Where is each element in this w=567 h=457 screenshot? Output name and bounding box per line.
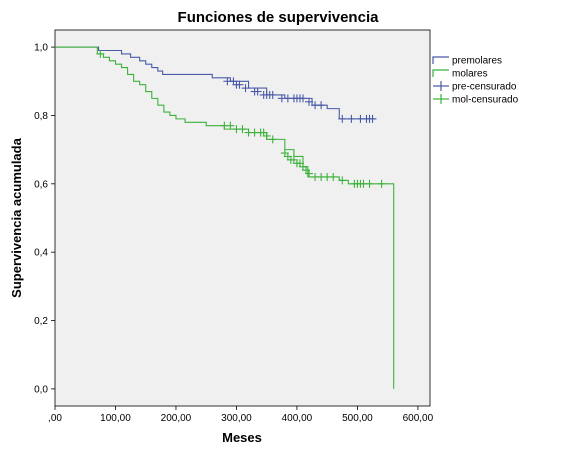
y-tick-label: 0,8 [34,111,48,122]
legend: premolares molares pre-censurado mol-censur… [432,56,519,106]
y-tick-label: 0,0 [34,384,48,395]
legend-swatch [432,69,449,77]
legend-swatch [432,56,449,64]
censor-mark-premolares [235,80,244,89]
y-tick-label: 0,2 [34,316,48,327]
censor-mark-premolares [268,90,277,99]
legend-item-premolares: premolares [432,56,502,67]
censor-mark-premolares [253,87,262,96]
legend-item-pre-censurado: pre-censurado [433,81,517,93]
y-tick-label: 0,6 [34,179,48,190]
x-tick-label: ,00 [48,413,62,424]
x-tick-label: 100,00 [100,413,131,424]
censor-mark-molares [377,179,386,188]
chart-title: Funciones de supervivencia [178,9,380,26]
legend-label: mol-censurado [452,95,519,106]
x-axis-label: Meses [222,430,262,445]
censor-mark-molares [365,179,374,188]
censor-mark-premolares [368,114,377,123]
axis-ticks: ,00 100,00 200,00 300,00 400,00 500,00 600,00 0… [34,43,434,424]
x-tick-label: 200,00 [161,413,192,424]
legend-item-mol-censurado: mol-censurado [433,94,519,106]
censor-mark-premolares [317,101,326,110]
legend-item-molares: molares [432,69,488,80]
x-tick-label: 500,00 [342,413,373,424]
censor-mark-premolares [347,114,356,123]
y-tick-label: 1,0 [34,43,48,54]
x-tick-label: 300,00 [221,413,252,424]
legend-label: premolares [452,56,502,67]
x-tick-label: 400,00 [282,413,313,424]
censor-mark-molares [305,169,314,178]
censor-mark-molares [238,125,247,134]
series-premolares-line [55,46,376,120]
plot-area [54,29,431,407]
censor-mark-molares [96,49,105,58]
censor-mark-premolares [338,114,347,123]
censor-mark-molares [268,135,277,144]
legend-label: pre-censurado [452,82,517,93]
censor-mark-premolares [298,94,307,103]
y-tick-label: 0,4 [34,248,48,259]
censor-mark-premolares [241,84,250,93]
legend-label: molares [452,69,488,80]
x-tick-label: 600,00 [403,413,434,424]
censor-mark-molares [262,131,271,140]
y-axis-label: Supervivencia acumulada [9,137,24,297]
censor-mark-premolares [305,97,314,106]
censor-mark-molares [329,172,338,181]
censor-mark-molares [226,121,235,130]
series-layer [55,46,395,389]
censor-mark-molares [338,176,347,185]
